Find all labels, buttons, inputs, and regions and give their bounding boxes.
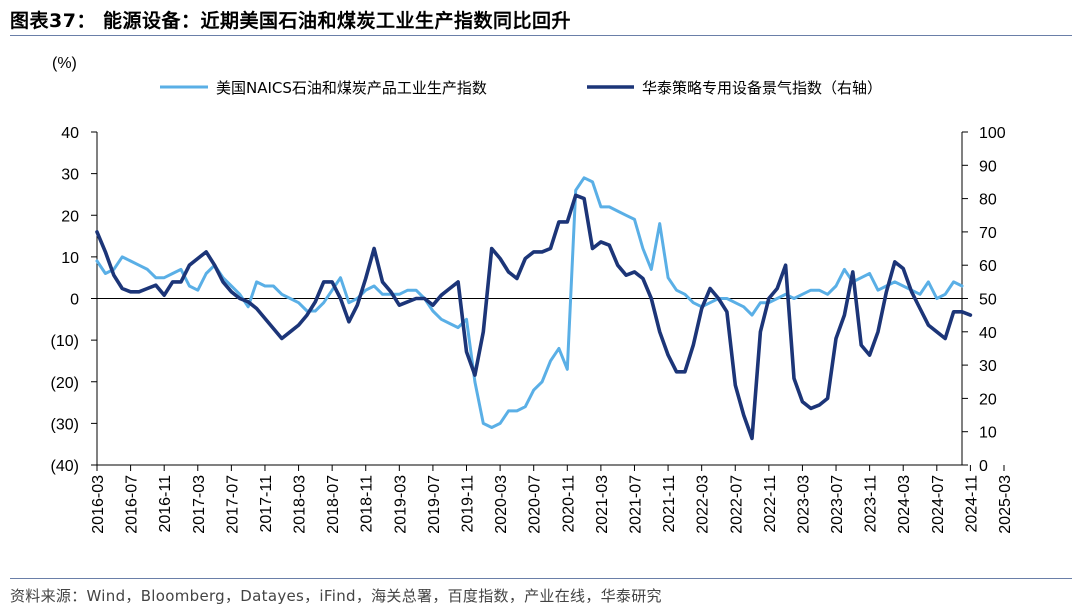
x-tick-label: 2021-07	[627, 475, 644, 534]
x-tick-label: 2025-03	[997, 475, 1014, 534]
x-tick-label: 2017-11	[258, 475, 275, 533]
x-tick-label: 2018-11	[359, 475, 376, 533]
right-tick-label: 0	[979, 458, 988, 475]
right-tick-label: 30	[979, 358, 997, 375]
x-tick-label: 2024-11	[963, 475, 980, 533]
axes: (%) (40) (30) (20) (10) 0 10 20 30 40 0 10 20 30 40 50 6…	[51, 55, 1014, 534]
x-tick-label: 2021-11	[661, 475, 678, 533]
line-chart: (%) (40) (30) (20) (10) 0 10 20 30 40 0 10 20 30 40 50 6…	[51, 55, 1014, 534]
left-tick-label: 30	[61, 167, 79, 184]
left-tick-label: (30)	[51, 416, 79, 433]
right-tick-label: 10	[979, 425, 997, 442]
legend-label-1: 美国NAICS石油和煤炭产品工业生产指数	[216, 79, 487, 97]
x-tick-label: 2022-11	[762, 475, 779, 533]
x-tick-label: 2016-07	[124, 475, 141, 534]
x-tick-label: 2023-07	[829, 475, 846, 534]
x-tick-label: 2023-03	[795, 475, 812, 534]
right-tick-label: 70	[979, 225, 997, 242]
x-tick-label: 2020-03	[493, 475, 510, 534]
title-divider	[10, 35, 1072, 36]
left-tick-label: (20)	[51, 375, 79, 392]
chart-title: 图表37： 能源设备：近期美国石油和煤炭工业生产指数同比回升	[10, 10, 572, 32]
left-tick-label: 20	[61, 208, 79, 225]
x-tick-label: 2019-07	[426, 475, 443, 534]
series-line-1	[95, 176, 964, 429]
x-tick-label: 2020-11	[560, 475, 577, 533]
right-tick-label: 50	[979, 292, 997, 309]
x-tick-label: 2019-03	[392, 475, 409, 534]
right-tick-label: 40	[979, 325, 997, 342]
series-line-2	[95, 193, 973, 441]
legend: 美国NAICS石油和煤炭产品工业生产指数 华泰策略专用设备景气指数（右轴）	[160, 79, 882, 97]
x-tick-label: 2016-11	[157, 475, 174, 533]
x-tick-label: 2018-03	[292, 475, 309, 534]
x-tick-label: 2016-03	[90, 475, 107, 534]
x-tick-label: 2019-11	[460, 475, 477, 533]
series-layer	[95, 176, 973, 441]
left-tick-label: (10)	[51, 333, 79, 350]
left-tick-label: 0	[70, 292, 79, 309]
left-axis-unit: (%)	[52, 55, 77, 72]
x-tick-label: 2024-07	[930, 475, 947, 534]
right-tick-label: 80	[979, 192, 997, 209]
right-tick-label: 100	[979, 125, 1006, 142]
left-tick-label: 40	[61, 125, 79, 142]
right-tick-label: 20	[979, 391, 997, 408]
right-tick-label: 90	[979, 158, 997, 175]
legend-label-2: 华泰策略专用设备景气指数（右轴）	[642, 79, 882, 97]
x-tick-label: 2018-07	[325, 475, 342, 534]
x-tick-label: 2024-03	[896, 475, 913, 534]
x-tick-label: 2017-03	[191, 475, 208, 534]
source-divider	[10, 578, 1072, 579]
x-tick-label: 2017-07	[224, 475, 241, 534]
left-tick-label: (40)	[51, 458, 79, 475]
right-tick-label: 60	[979, 258, 997, 275]
x-tick-label: 2022-07	[728, 475, 745, 534]
x-tick-label: 2021-03	[594, 475, 611, 534]
left-tick-label: 10	[61, 250, 79, 267]
x-tick-label: 2022-03	[695, 475, 712, 534]
x-tick-label: 2023-11	[863, 475, 880, 533]
x-tick-label: 2020-07	[527, 475, 544, 534]
source-note: 资料来源：Wind，Bloomberg，Datayes，iFind，海关总署，百…	[10, 587, 662, 605]
